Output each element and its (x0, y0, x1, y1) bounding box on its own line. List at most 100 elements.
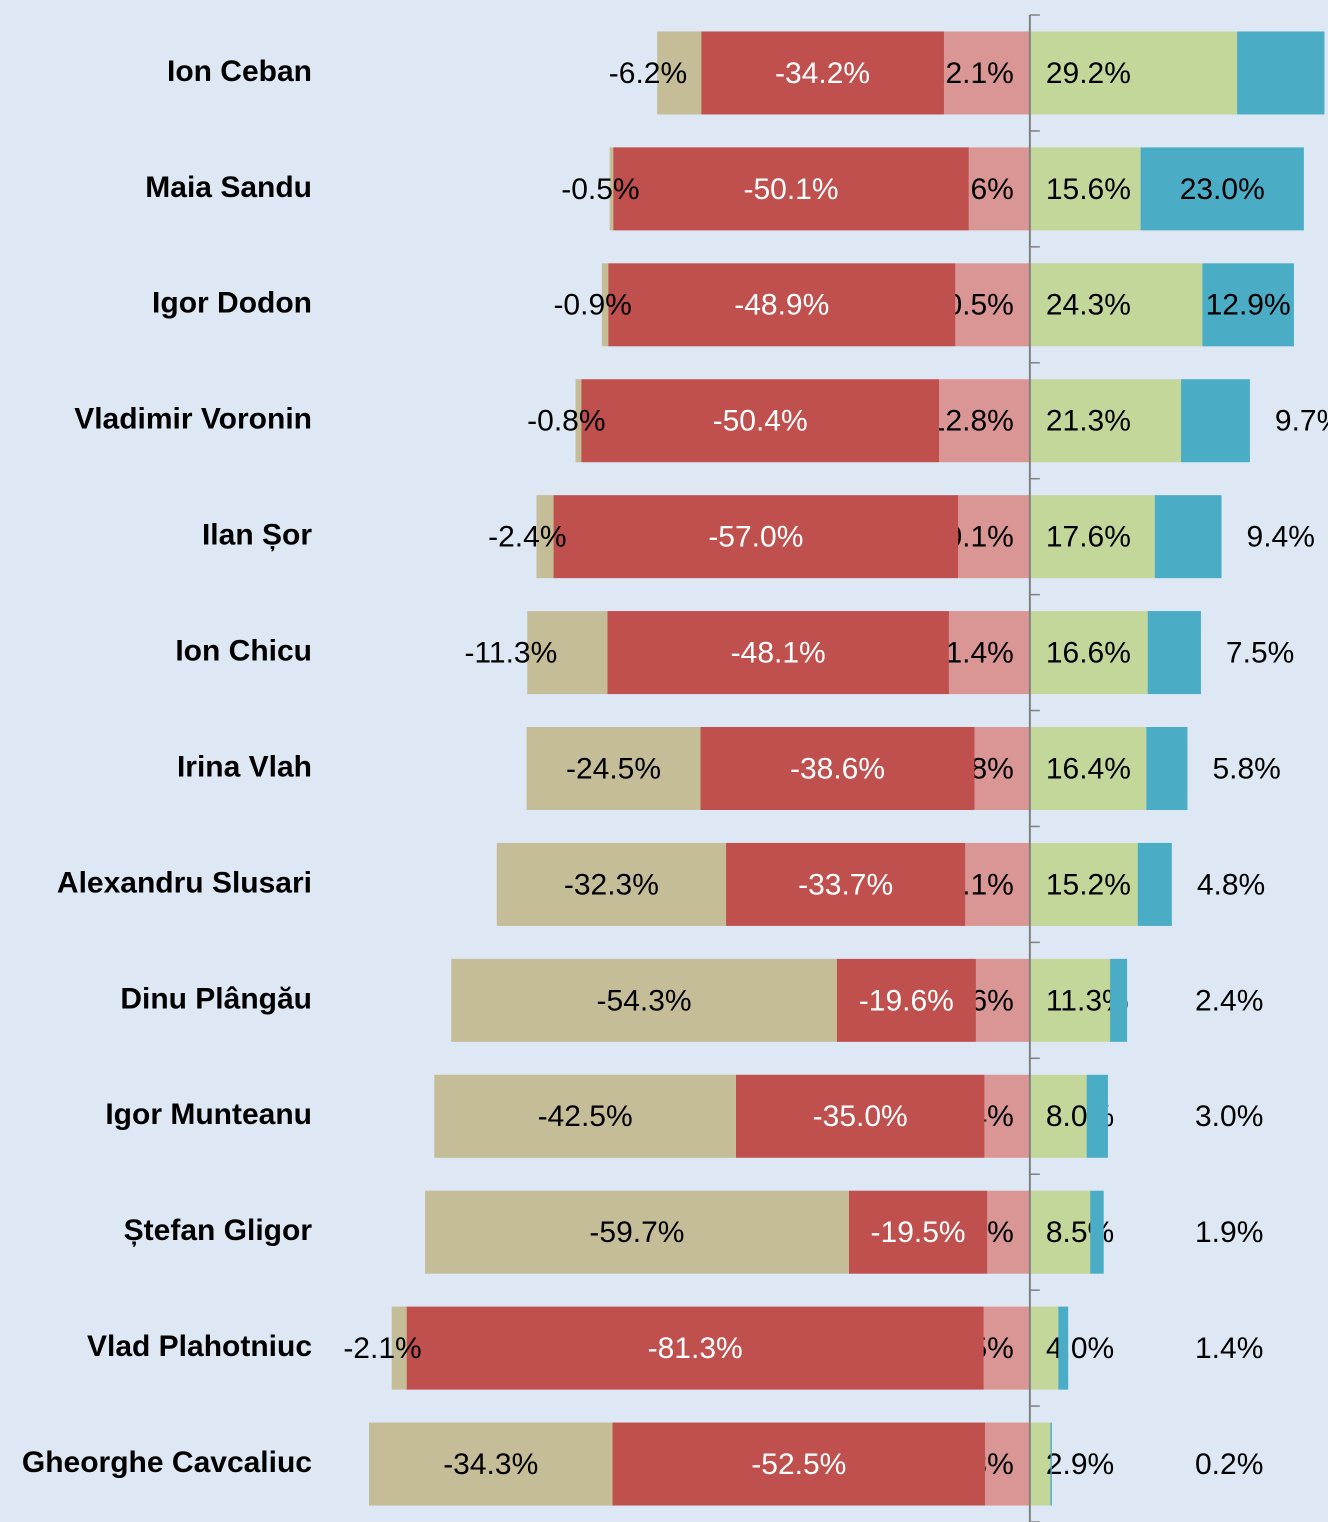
value-label: -52.5% (751, 1448, 846, 1481)
bar-segment (1202, 263, 1294, 347)
bar-segment (406, 1306, 984, 1390)
bar-segment (612, 1422, 986, 1506)
value-label: -54.3% (597, 984, 692, 1017)
value-label: 9.7% (1275, 405, 1328, 438)
bar-segment (1147, 611, 1201, 695)
value-label: -24.5% (566, 752, 661, 785)
value-label: -19.6% (859, 984, 954, 1017)
category-label: Ion Chicu (175, 634, 312, 667)
bar-segment (1029, 958, 1111, 1042)
value-label: -33.7% (798, 868, 893, 901)
value-label: -48.9% (734, 289, 829, 322)
value-label: 24.3% (1046, 289, 1131, 322)
bar-segment (836, 958, 976, 1042)
bar-segment (987, 1190, 1030, 1274)
bar-segment (974, 727, 1030, 810)
value-label: 4.0% (1046, 1332, 1114, 1365)
bar-segment (1090, 1190, 1104, 1274)
value-label: -6.2% (609, 57, 687, 90)
value-label: 9.4% (1247, 521, 1315, 554)
bar-segment (948, 611, 1030, 695)
bar-segment (968, 147, 1030, 231)
value-label: 0.2% (1195, 1448, 1263, 1481)
bar-segment (368, 1422, 613, 1506)
value-label: -19.5% (871, 1216, 966, 1249)
bar-segment (1029, 147, 1141, 231)
bar-segment (943, 31, 1030, 115)
bar-segment (1050, 1422, 1052, 1506)
bar-segment (536, 495, 554, 579)
bar-segment (1029, 842, 1138, 926)
value-label: -48.1% (731, 636, 826, 669)
value-label: -50.1% (743, 173, 838, 206)
category-label: Ilan Șor (202, 519, 312, 552)
value-label: -35.0% (813, 1100, 908, 1133)
bar-segment (434, 1074, 736, 1158)
bar-segment (1029, 263, 1203, 347)
value-label: -0.8% (527, 405, 605, 438)
bar-segment (1181, 379, 1250, 463)
bar-segment (1146, 727, 1188, 810)
bar-segment (700, 727, 975, 810)
bar-segment (657, 31, 702, 115)
value-label: -0.5% (561, 173, 639, 206)
value-label: -0.9% (553, 289, 631, 322)
bar-segment (425, 1190, 849, 1274)
category-label: Dinu Plângău (120, 982, 312, 1015)
value-label: 16.4% (1046, 752, 1131, 785)
category-label: Igor Munteanu (105, 1098, 312, 1131)
bar-segment (848, 1190, 988, 1274)
category-label: Irina Vlah (177, 750, 312, 783)
category-label: Maia Sandu (145, 171, 312, 204)
bar-segment (965, 842, 1030, 926)
bar-segment (1029, 495, 1155, 579)
bar-segment (607, 611, 949, 695)
bar-segment (938, 379, 1030, 463)
value-label: -42.5% (538, 1100, 633, 1133)
category-label: Igor Dodon (152, 287, 312, 320)
value-label: -2.4% (488, 521, 566, 554)
bar-segment (575, 379, 582, 463)
bar-segment (1029, 1422, 1051, 1506)
bar-segment (958, 495, 1030, 579)
category-label: Ștefan Gligor (124, 1214, 313, 1247)
bar-segment (496, 842, 727, 926)
value-label: -38.6% (790, 752, 885, 785)
value-label: 21.3% (1046, 405, 1131, 438)
value-label: -57.0% (708, 521, 803, 554)
value-label: 2.4% (1195, 984, 1263, 1017)
bar-segment (601, 263, 609, 347)
bar-segment (1029, 31, 1238, 115)
category-label: Alexandru Slusari (57, 866, 312, 899)
value-label: -11.3% (464, 636, 557, 669)
bar-segment (983, 1306, 1030, 1390)
category-label: Vladimir Voronin (74, 403, 312, 436)
bar-segment (726, 842, 966, 926)
bar-segment (608, 263, 956, 347)
bar-segment (955, 263, 1030, 347)
value-label: 7.5% (1226, 636, 1294, 669)
bar-segment (1029, 611, 1148, 695)
bar-segment (526, 727, 701, 810)
category-label: Gheorghe Cavcaliuc (22, 1446, 312, 1479)
bar-segment (701, 31, 944, 115)
value-label: 17.6% (1046, 521, 1131, 554)
bar-segment (1110, 958, 1128, 1042)
bar-segment (1029, 379, 1182, 463)
value-label: -34.2% (775, 57, 870, 90)
value-label: 3.0% (1195, 1100, 1263, 1133)
bar-segment (613, 147, 969, 231)
value-label: 1.4% (1195, 1332, 1263, 1365)
value-label: 29.2% (1046, 57, 1131, 90)
bar-segment (451, 958, 837, 1042)
bar-segment (985, 1422, 1030, 1506)
bar-segment (1029, 727, 1147, 810)
bar-segment (1029, 1190, 1091, 1274)
bar-segment (1137, 842, 1172, 926)
value-label: 4.8% (1197, 868, 1265, 901)
bar-segment (975, 958, 1030, 1042)
value-label: 15.6% (1046, 173, 1131, 206)
bar-segment (1058, 1306, 1069, 1390)
category-label: Ion Ceban (167, 55, 312, 88)
value-label: 15.2% (1046, 868, 1131, 901)
